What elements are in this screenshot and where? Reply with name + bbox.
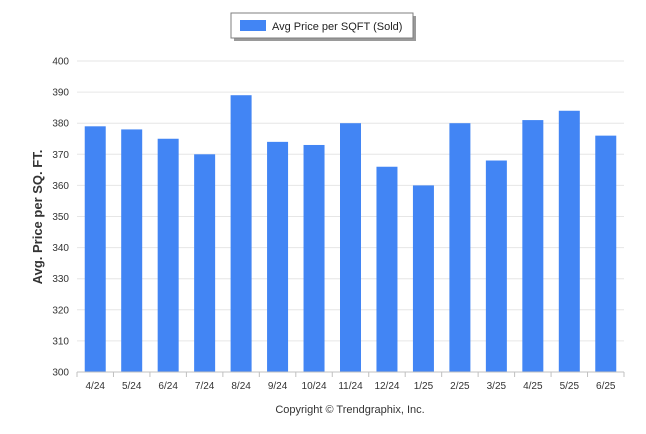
y-tick-label: 400 [52,57,69,68]
bar[interactable] [449,123,471,372]
y-tick-label: 330 [52,274,69,285]
bar[interactable] [157,138,179,372]
y-tick-label: 310 [52,336,69,347]
y-axis-title: Avg. Price per SQ. FT. [30,150,45,285]
y-tick-label: 340 [52,243,69,254]
legend[interactable]: Avg Price per SQFT (Sold) [230,12,416,41]
bar[interactable] [267,141,289,372]
y-tick-label: 300 [52,368,69,379]
x-tick-label: 10/24 [302,381,327,392]
bar[interactable] [558,110,580,372]
bar[interactable] [412,185,434,372]
bar[interactable] [121,129,143,372]
bar[interactable] [303,144,325,372]
bars [84,95,617,373]
bar[interactable] [522,120,544,372]
bar[interactable] [84,126,106,372]
y-tick-label: 380 [52,119,69,130]
bar[interactable] [485,160,507,372]
x-tick-label: 4/24 [85,381,105,392]
bar[interactable] [194,154,216,372]
x-tick-label: 1/25 [414,381,434,392]
y-tick-label: 320 [52,305,69,316]
x-tick-label: 11/24 [338,381,363,392]
bar[interactable] [595,135,617,372]
copyright-text: Copyright © Trendgraphix, Inc. [275,404,424,416]
legend-swatch [240,20,266,31]
bar[interactable] [340,123,361,372]
x-tick-label: 8/24 [231,381,251,392]
x-tick-label: 12/24 [374,381,399,392]
x-tick-label: 5/25 [560,381,580,392]
axes [76,371,625,377]
x-tick-label: 4/25 [523,381,543,392]
x-tick-label: 3/25 [487,381,507,392]
x-tick-label: 7/24 [195,381,215,392]
y-tick-labels: 300 310 320 330 340 350 360 370 380 390 400 [52,57,69,379]
legend-label: Avg Price per SQFT (Sold) [272,21,402,33]
x-tick-label: 2/25 [450,381,470,392]
bar[interactable] [230,95,252,373]
y-tick-label: 390 [52,88,69,99]
y-tick-label: 370 [52,150,69,161]
y-tick-label: 350 [52,212,69,223]
x-tick-label: 9/24 [268,381,288,392]
x-tick-label: 5/24 [122,381,142,392]
x-tick-label: 6/24 [158,381,178,392]
y-tick-label: 360 [52,181,69,192]
bar[interactable] [376,166,398,372]
x-tick-labels: 4/24 5/24 6/24 7/24 8/24 9/24 10/24 11/24 12/24 1… [85,381,615,392]
x-tick-label: 6/25 [596,381,616,392]
